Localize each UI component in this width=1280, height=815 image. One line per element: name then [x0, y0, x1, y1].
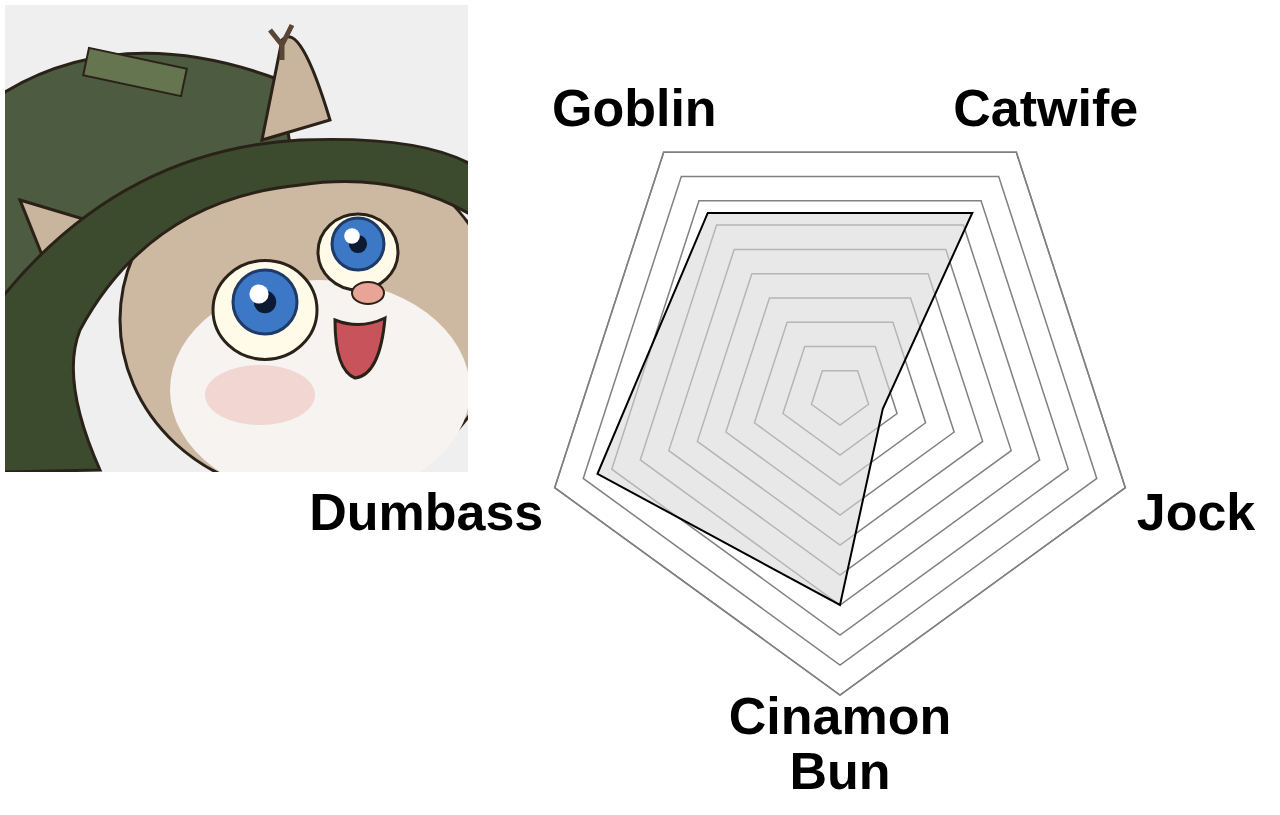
- iris: [332, 218, 384, 270]
- grid-ring: [555, 152, 1126, 695]
- category-label-line: Catwife: [953, 79, 1138, 137]
- nose: [352, 282, 384, 304]
- axis-frame: [555, 152, 1126, 695]
- page: Goblin Catwife Jock CinamonBun Dumbass: [0, 0, 1280, 815]
- category-labels: Goblin Catwife Jock CinamonBun Dumbass: [309, 79, 1255, 800]
- grid-ring: [583, 177, 1097, 665]
- eye: [213, 261, 317, 360]
- illustration-body: [5, 5, 468, 472]
- category-label: Catwife: [953, 79, 1138, 137]
- hat-brim: [5, 139, 468, 472]
- radar-chart: Goblin Catwife Jock CinamonBun Dumbass: [309, 79, 1255, 800]
- category-label-line: Dumbass: [309, 483, 543, 541]
- ear-tuft: [270, 25, 292, 60]
- blush: [205, 365, 315, 425]
- eye: [318, 214, 398, 290]
- eye-shine: [249, 284, 268, 303]
- data-area: [597, 213, 972, 605]
- category-label: Goblin: [552, 79, 717, 137]
- data-layer: [597, 213, 972, 605]
- iris: [233, 270, 297, 334]
- eye-shine: [344, 228, 360, 244]
- category-label-line: Jock: [1137, 483, 1256, 541]
- category-label-line: Goblin: [552, 79, 717, 137]
- mouth: [335, 318, 385, 378]
- category-label: CinamonBun: [729, 687, 951, 800]
- grid: [555, 152, 1126, 695]
- category-label: Jock: [1137, 483, 1256, 541]
- category-label-line: Bun: [789, 742, 890, 800]
- illustration: [0, 5, 500, 500]
- category-label: Dumbass: [309, 483, 543, 541]
- category-label-line: Cinamon: [729, 687, 951, 745]
- hat-patch: [83, 48, 187, 96]
- ear: [262, 37, 330, 140]
